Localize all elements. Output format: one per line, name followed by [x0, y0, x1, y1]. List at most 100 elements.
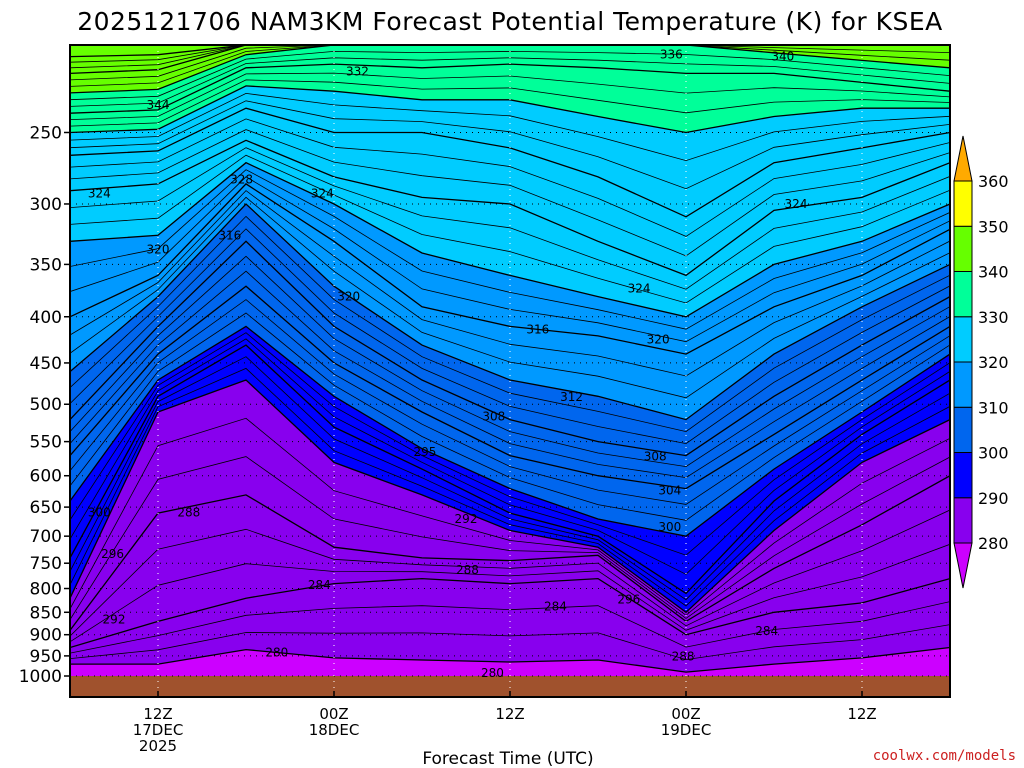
contour-label: 280 — [481, 666, 504, 680]
band-fill-336 — [70, 45, 950, 114]
series-line-280 — [70, 646, 950, 673]
contour-label: 280 — [265, 646, 288, 660]
contour-label: 296 — [101, 547, 124, 561]
y-tick-label: 300 — [30, 195, 62, 215]
contour-line — [70, 417, 950, 616]
legend-swatch — [953, 225, 973, 272]
legend-label: 350 — [978, 217, 1009, 236]
legend-swatch — [953, 361, 973, 408]
legend-label: 320 — [978, 353, 1009, 372]
contour-label: 324 — [88, 186, 111, 200]
contour-label: 292 — [103, 613, 126, 627]
y-tick-label: 450 — [30, 354, 62, 374]
contour-line — [70, 367, 950, 607]
contour-line — [70, 45, 950, 63]
contour-line — [70, 129, 950, 257]
y-tick-label: 600 — [30, 467, 62, 487]
contour-labels: 332 336 340 344 328 324 324 324 316 320 320 324 316 3… — [88, 48, 808, 680]
contour-label: 312 — [560, 390, 583, 404]
contour-label: 295 — [413, 445, 436, 459]
y-tick-label: 950 — [30, 647, 62, 667]
contour-label: 308 — [482, 410, 505, 424]
contour-line — [70, 169, 950, 330]
x-tick-label: 00Z — [671, 705, 700, 723]
series-line-292 — [70, 379, 950, 614]
contour-label: 300 — [88, 505, 111, 519]
legend-swatch — [953, 271, 973, 318]
band-fill-348 — [70, 45, 950, 57]
contour-line — [70, 509, 950, 637]
legend-swatch — [953, 452, 973, 499]
series-line-336 — [70, 63, 950, 114]
legend-label: 360 — [978, 172, 1009, 191]
series-line-304 — [70, 285, 950, 490]
contour-line — [70, 196, 950, 399]
y-tick-label: 650 — [30, 498, 62, 518]
x-tick-label: 19DEC — [661, 721, 712, 739]
legend-label: 340 — [978, 263, 1009, 282]
y-tick-label: 800 — [30, 580, 62, 600]
contour-line — [70, 356, 950, 601]
series-line-284 — [70, 577, 950, 649]
contour-line — [70, 228, 950, 445]
legend-arrow-top — [953, 135, 973, 182]
contour-line — [70, 332, 950, 556]
contour-line — [70, 45, 950, 81]
y-tick-label: 750 — [30, 554, 62, 574]
contour-label: 296 — [617, 593, 640, 607]
legend-arrow-bottom — [953, 542, 973, 589]
contour-label: 288 — [456, 563, 479, 577]
contour-label: 284 — [755, 624, 778, 638]
contour-line — [70, 100, 950, 190]
contour-label: 288 — [177, 505, 200, 519]
contour-label: 300 — [658, 520, 681, 534]
x-tick-label: 2025 — [139, 737, 177, 755]
contour-label: 336 — [660, 48, 683, 62]
contour-line — [70, 299, 950, 505]
contour-label: 292 — [455, 512, 478, 526]
legend-swatch — [953, 406, 973, 453]
legend-label: 330 — [978, 308, 1009, 327]
grid-lines — [70, 45, 950, 697]
contour-label: 284 — [544, 600, 567, 614]
series-line-348 — [70, 45, 950, 58]
y-tick-label: 400 — [30, 308, 62, 328]
contour-line — [70, 45, 950, 87]
series-line-288 — [70, 475, 950, 631]
contour-line — [70, 45, 950, 69]
x-axis-label: Forecast Time (UTC) — [422, 749, 593, 768]
legend-label: 310 — [978, 398, 1009, 417]
series-line-344 — [70, 45, 950, 75]
x-tick-label: 00Z — [319, 705, 348, 723]
series-line-320 — [70, 161, 950, 318]
legend-swatch — [953, 180, 973, 227]
series-line-300 — [70, 325, 950, 537]
contour-label: 304 — [658, 483, 681, 497]
contour-label: 340 — [771, 50, 794, 64]
y-tick-label: 250 — [30, 123, 62, 143]
legend-label: 290 — [978, 489, 1009, 508]
contour-label: 320 — [337, 290, 360, 304]
contour-label: 288 — [672, 649, 695, 663]
contour-label: 320 — [147, 243, 170, 257]
contour-label: 332 — [346, 65, 369, 79]
contour-label: 324 — [311, 186, 334, 200]
contour-label: 344 — [147, 98, 170, 112]
ground-surface — [70, 676, 950, 697]
contour-line — [70, 92, 950, 162]
y-axis: 250 300 350 400 450 500 550 600 650 700 750 800 850 9… — [19, 123, 70, 687]
contour-line — [70, 456, 950, 620]
series-line-316 — [70, 183, 950, 355]
series-line-312 — [70, 203, 950, 421]
contour-line — [70, 147, 950, 290]
x-tick-label: 12Z — [143, 705, 172, 723]
contour-label: 320 — [647, 333, 670, 347]
contour-label: 308 — [644, 449, 667, 463]
x-tick-label: 12Z — [847, 705, 876, 723]
legend-swatch — [953, 316, 973, 363]
contour-label: 316 — [218, 228, 241, 242]
x-tick-label: 17DEC — [133, 721, 184, 739]
y-tick-label: 700 — [30, 527, 62, 547]
